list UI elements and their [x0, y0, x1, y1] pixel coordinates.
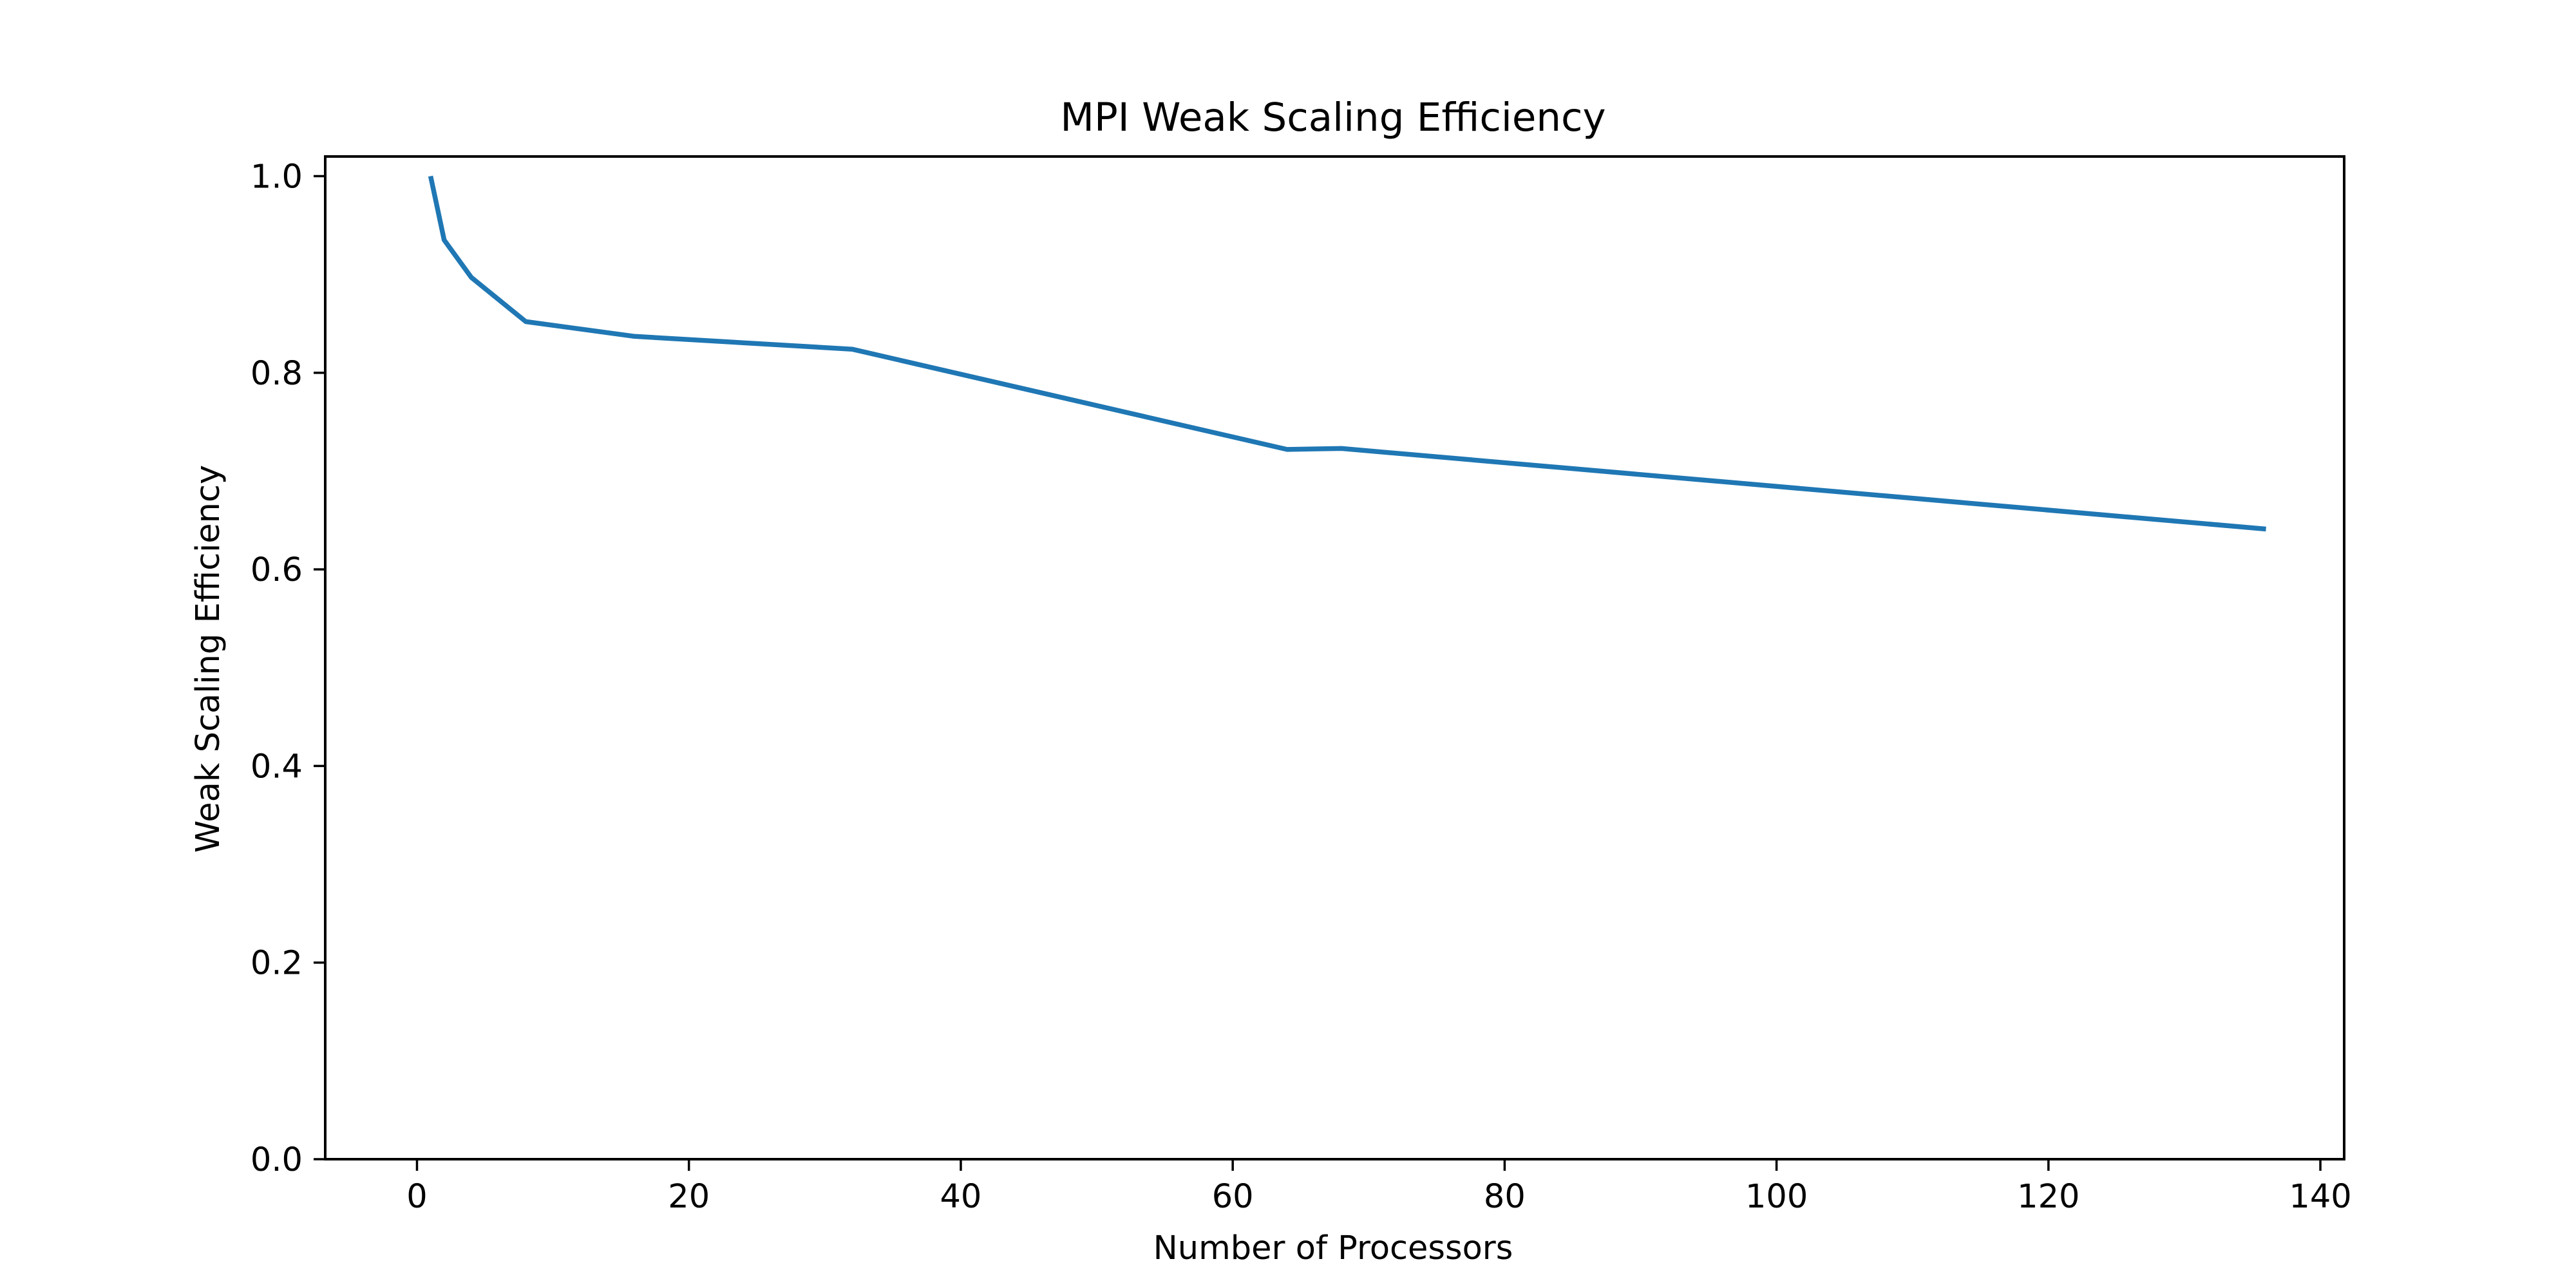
y-tick-label: 0.0 — [251, 1141, 303, 1179]
x-tick-label: 80 — [1484, 1178, 1526, 1216]
y-tick-label: 0.6 — [251, 551, 303, 589]
x-tick-label: 140 — [2289, 1178, 2351, 1216]
x-tick-label: 20 — [668, 1178, 710, 1216]
x-tick-label: 0 — [406, 1178, 427, 1216]
y-axis-label: Weak Scaling Efficiency — [189, 465, 227, 853]
chart-title: MPI Weak Scaling Efficiency — [1060, 95, 1605, 140]
y-tick-label: 0.8 — [251, 355, 303, 393]
x-tick-label: 120 — [2017, 1178, 2079, 1216]
y-tick-label: 0.4 — [251, 748, 303, 786]
y-tick-label: 0.2 — [251, 945, 303, 983]
y-tick-label: 1.0 — [251, 158, 303, 196]
axes-frame — [324, 155, 2345, 1160]
x-tick-label: 60 — [1212, 1178, 1254, 1216]
x-tick-label: 40 — [940, 1178, 981, 1216]
plot-area: 0 20 40 60 80 100 120 140 0.0 0.2 0.4 0.6 0.8 1.0 — [251, 155, 2352, 1216]
x-tick-label: 100 — [1745, 1178, 1808, 1216]
series-line-0 — [428, 175, 2266, 532]
x-axis-label: Number of Processors — [1153, 1229, 1513, 1267]
